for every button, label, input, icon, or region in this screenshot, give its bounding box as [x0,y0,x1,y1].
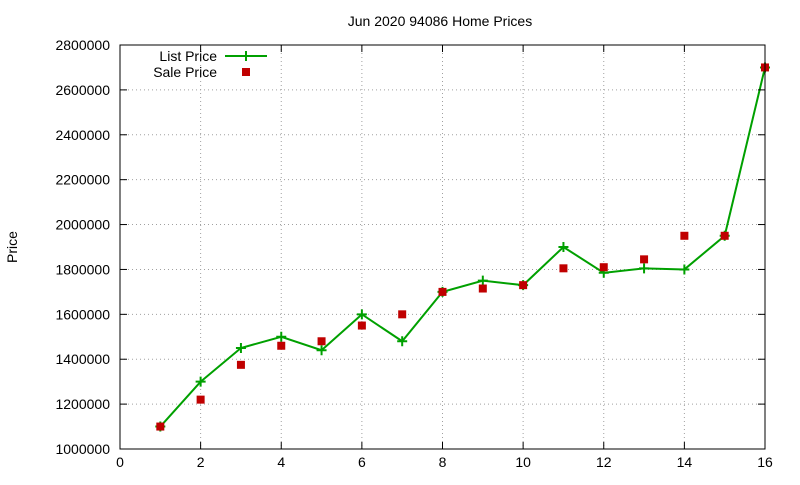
list-price-point [679,264,690,275]
sale-price-point [720,231,729,240]
sale-price-point [398,310,407,319]
sale-price-point [599,263,608,272]
list-price-point [558,242,569,252]
x-tick-label: 16 [757,454,773,470]
sale-price-point [438,287,447,296]
list-price-point [477,275,488,286]
list-price-point [639,263,650,274]
sale-price-point [236,360,245,369]
sale-price-point [559,264,568,273]
sale-price-point [680,231,689,240]
y-tick-label: 1800000 [55,261,110,277]
sale-price-point [277,341,286,350]
tick-marks [119,44,766,450]
x-tick-label: 10 [515,454,531,470]
list-price-point [356,309,367,320]
sale-price-point [519,281,528,290]
list-price-point [397,336,408,347]
list-price-point [235,343,246,353]
legend-label-list-price: List Price [159,48,217,64]
list-price-point [195,376,206,387]
list-price-line [159,67,766,428]
legend-swatch-marker-sale-price [242,68,250,76]
y-tick-label: 1200000 [55,396,110,412]
list-price-point [276,331,287,342]
y-tick-label: 1600000 [55,306,110,322]
x-tick-label: 14 [677,454,693,470]
y-tick-label: 2000000 [55,217,110,233]
y-axis-label: Price [4,231,20,263]
sale-price-point [156,422,165,431]
y-tick-label: 2200000 [55,172,110,188]
x-tick-label: 6 [358,454,366,470]
chart-title: Jun 2020 94086 Home Prices [348,13,532,29]
sale-price-point [317,337,326,346]
x-tick-label: 4 [277,454,285,470]
y-tick-label: 2800000 [55,37,110,53]
sale-price-point [196,395,205,404]
legend-label-sale-price: Sale Price [153,64,217,80]
y-tick-label: 1000000 [55,441,110,457]
tick-labels: 0 2 4 6 8 10 12 14 16 1000000 1200000 1400000 160000… [55,37,773,470]
list-price-point [316,345,327,356]
sale-price-point [640,255,649,264]
sale-price-point [478,284,487,293]
sale-price-point [357,321,366,330]
y-tick-label: 1400000 [55,351,110,367]
y-tick-label: 2400000 [55,127,110,143]
x-tick-label: 8 [439,454,447,470]
x-tick-label: 0 [116,454,124,470]
legend-swatch-marker-list-price [241,51,251,61]
x-tick-label: 2 [197,454,205,470]
x-tick-label: 12 [596,454,612,470]
y-tick-label: 2600000 [55,82,110,98]
